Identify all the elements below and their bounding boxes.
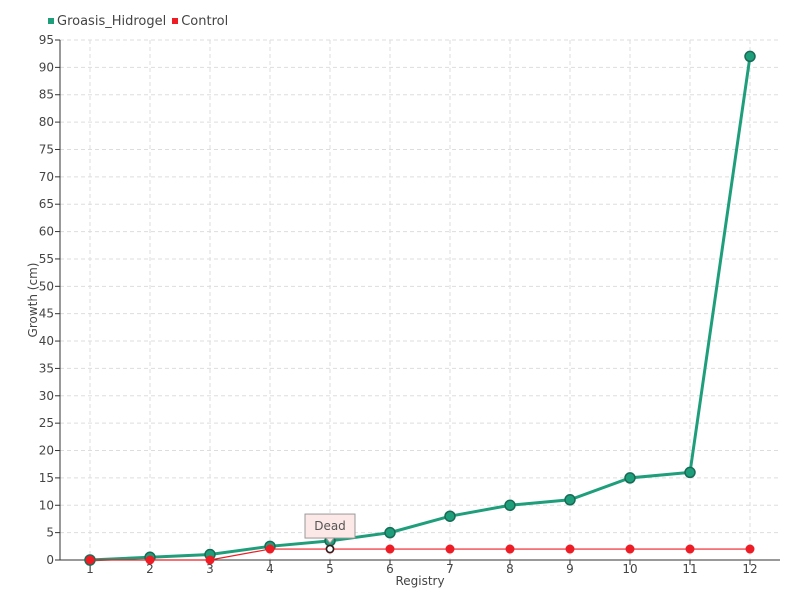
chart-legend: Groasis_Hidrogel Control — [48, 12, 234, 30]
dead-point-marker[interactable] — [325, 544, 335, 554]
data-point-control[interactable] — [205, 555, 215, 565]
legend-label-groasis: Groasis_Hidrogel — [57, 13, 167, 29]
data-point-groasis-hidrogel[interactable] — [624, 472, 636, 484]
data-point-groasis-hidrogel[interactable] — [384, 526, 396, 539]
legend-swatch-groasis — [48, 18, 54, 24]
y-tick-label: 85 — [39, 88, 54, 102]
data-point-groasis-hidrogel[interactable] — [564, 494, 576, 506]
x-tick-label: 1 — [86, 562, 94, 576]
data-point-control[interactable] — [445, 544, 455, 554]
x-tick-label: 4 — [266, 562, 274, 576]
x-tick-label: 8 — [506, 562, 514, 576]
x-tick-label: 11 — [682, 562, 697, 576]
y-tick-label: 45 — [39, 307, 54, 321]
legend-item-groasis[interactable]: Groasis_Hidrogel — [48, 14, 166, 29]
y-tick-label: 40 — [39, 334, 54, 348]
data-point-control[interactable] — [505, 544, 515, 554]
data-point-control[interactable] — [385, 544, 395, 554]
series-line-control — [90, 548, 750, 561]
data-point-control[interactable] — [625, 544, 635, 554]
y-tick-label: 80 — [39, 115, 54, 129]
y-tick-label: 35 — [39, 361, 54, 375]
y-tick-label: 95 — [39, 33, 54, 47]
x-axis-title: Registry — [395, 574, 444, 588]
data-point-control[interactable] — [145, 555, 155, 565]
data-point-groasis-hidrogel[interactable] — [744, 50, 756, 63]
axes — [59, 40, 780, 561]
y-tick-label: 75 — [39, 142, 54, 156]
x-axis-ticks: 1 2 3 4 5 6 7 8 9 10 11 12 — [86, 560, 758, 576]
x-tick-label: 5 — [326, 562, 334, 576]
x-tick-label: 7 — [446, 562, 454, 576]
data-point-groasis-hidrogel[interactable] — [684, 466, 696, 479]
data-point-groasis-hidrogel[interactable] — [444, 510, 456, 522]
y-tick-label: 10 — [39, 498, 54, 512]
y-tick-label: 50 — [39, 279, 54, 293]
y-tick-label: 0 — [46, 553, 54, 567]
data-point-groasis-hidrogel[interactable] — [504, 499, 516, 512]
data-point-control[interactable] — [685, 544, 695, 554]
y-tick-label: 20 — [39, 444, 54, 458]
series-groasis-hidrogel — [84, 50, 756, 566]
annotations: Dead — [304, 513, 356, 554]
x-tick-label: 3 — [206, 562, 214, 576]
y-tick-label: 65 — [39, 197, 54, 211]
legend-swatch-control — [172, 18, 179, 24]
x-tick-label: 10 — [622, 562, 637, 576]
data-point-control[interactable] — [85, 555, 95, 565]
y-tick-label: 55 — [39, 252, 54, 266]
data-point-control[interactable] — [745, 544, 755, 554]
data-point-control[interactable] — [265, 544, 275, 554]
series-line-groasis-hidrogel — [89, 56, 752, 562]
tooltip-pointer — [324, 537, 336, 544]
y-axis-ticks: 0 5 10 15 20 25 30 35 40 45 50 55 60 65 70 75 80 85 90 95 — [39, 33, 60, 567]
tooltip-box — [304, 513, 356, 539]
y-tick-label: 70 — [39, 170, 54, 184]
y-tick-label: 15 — [39, 471, 54, 485]
y-tick-label: 5 — [46, 526, 54, 540]
legend-label-control: Control — [181, 13, 229, 29]
x-tick-label: 12 — [742, 562, 757, 576]
tooltip-text: Dead — [314, 519, 346, 533]
x-tick-label: 2 — [146, 562, 154, 576]
y-tick-label: 30 — [39, 389, 54, 403]
grid-lines — [60, 39, 780, 560]
y-axis-title: Growth (cm) — [26, 263, 40, 338]
y-tick-label: 90 — [39, 60, 54, 74]
legend-item-control[interactable]: Control — [172, 14, 228, 29]
data-point-control[interactable] — [565, 544, 575, 554]
y-tick-label: 25 — [39, 416, 54, 430]
x-tick-label: 6 — [386, 562, 394, 576]
series-group — [84, 50, 756, 566]
y-tick-label: 60 — [39, 225, 54, 239]
x-tick-label: 9 — [566, 562, 574, 576]
